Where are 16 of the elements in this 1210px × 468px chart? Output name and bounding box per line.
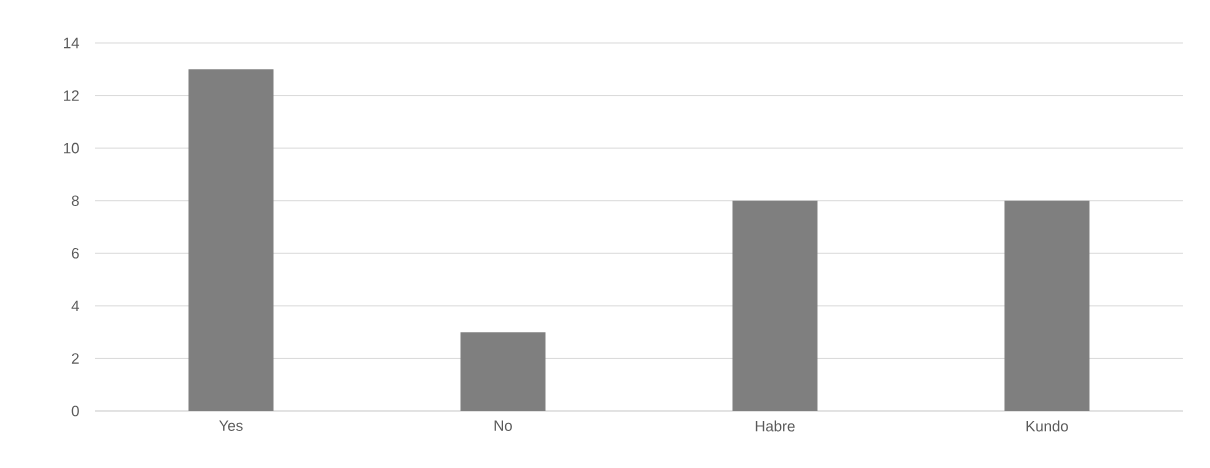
y-tick-label: 4: [71, 300, 80, 311]
bar: [460, 332, 546, 411]
y-tick-label: 8: [71, 195, 79, 206]
x-tick-label: Kundo: [1026, 420, 1068, 432]
bar: [188, 69, 274, 411]
y-tick-label: 10: [64, 142, 79, 154]
x-tick-label: Yes: [219, 420, 243, 431]
bar: [1004, 200, 1090, 411]
y-tick-label: 14: [64, 37, 80, 49]
x-tick-label: No: [494, 420, 512, 431]
y-tick-label: 12: [64, 90, 79, 101]
y-tick-label: 6: [71, 247, 79, 259]
y-tick-label: 0: [71, 405, 79, 417]
y-tick-label: 2: [71, 353, 79, 364]
x-tick-label: Habre: [755, 420, 795, 432]
bar: [732, 200, 818, 411]
